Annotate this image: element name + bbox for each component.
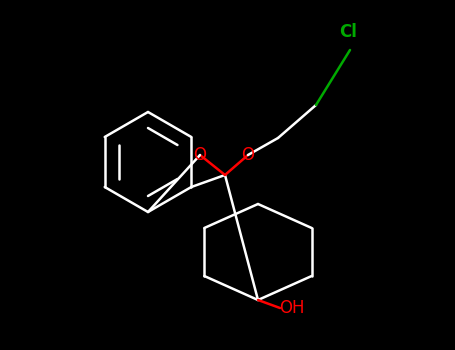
Text: Cl: Cl (339, 23, 357, 41)
Text: O: O (242, 146, 254, 164)
Text: OH: OH (279, 299, 305, 317)
Text: O: O (193, 146, 207, 164)
